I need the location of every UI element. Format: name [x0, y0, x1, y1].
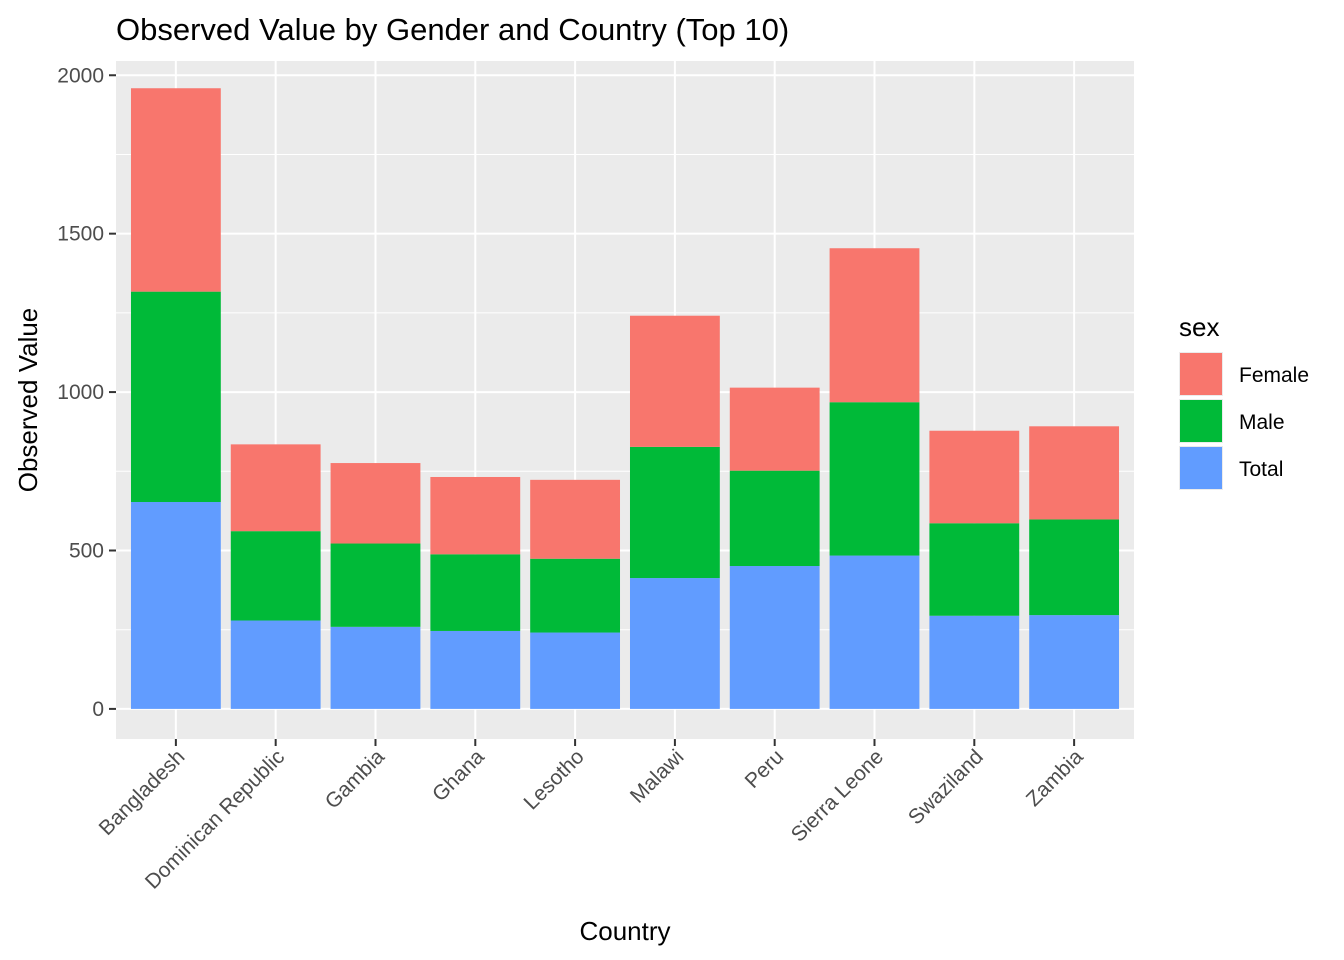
bar-female [330, 463, 421, 544]
x-tick-label: Malawi [626, 745, 688, 807]
bar-total [829, 555, 920, 709]
legend-items: Female Male Total [1179, 352, 1309, 490]
bar-total [629, 578, 720, 709]
bar-female [130, 88, 221, 292]
x-tick-label: Peru [741, 745, 789, 793]
x-axis-title: Country [579, 916, 670, 946]
legend-swatch-total [1180, 447, 1222, 489]
bar-female [430, 476, 521, 555]
bar-total [1029, 615, 1120, 709]
bar-male [430, 554, 521, 631]
bar-female [929, 430, 1020, 524]
bar-total [530, 632, 621, 709]
chart-title: Observed Value by Gender and Country (To… [116, 12, 789, 47]
y-tick-label: 500 [69, 539, 104, 562]
bar-male [1029, 519, 1120, 616]
bar-total [230, 620, 321, 709]
bar-total [130, 502, 221, 709]
bar-female [1029, 426, 1120, 520]
bar-male [330, 543, 421, 627]
bar-female [530, 479, 621, 559]
x-tick-label: Sierra Leone [787, 745, 888, 846]
legend-label-total: Total [1239, 458, 1283, 481]
x-tick-label: Lesotho [520, 745, 589, 814]
legend-label-female: Female [1239, 364, 1309, 387]
y-axis-title: Observed Value [13, 308, 43, 493]
y-tick-label: 1500 [57, 223, 104, 246]
bar-total [330, 626, 421, 709]
legend: sex Female Male Total [1179, 312, 1309, 490]
x-tick-label: Gambia [321, 745, 389, 813]
legend-swatch-male [1180, 400, 1222, 442]
bar-male [130, 291, 221, 503]
bar-male [729, 470, 820, 567]
bar-total [729, 566, 820, 709]
x-tick-label: Ghana [428, 745, 489, 806]
y-axis: 0 500 1000 1500 2000 [57, 64, 116, 721]
bar-total [929, 615, 1020, 709]
bar-female [729, 387, 820, 471]
x-tick-label: Zambia [1022, 745, 1088, 811]
bar-female [829, 248, 920, 403]
bar-male [929, 523, 1020, 616]
legend-label-male: Male [1239, 411, 1285, 434]
bar-male [530, 558, 621, 633]
legend-title: sex [1179, 312, 1219, 342]
y-tick-label: 2000 [57, 64, 104, 87]
bar-female [629, 315, 720, 447]
y-tick-label: 1000 [57, 381, 104, 404]
bar-male [829, 402, 920, 556]
bar-male [629, 446, 720, 579]
x-tick-label: Bangladesh [95, 745, 190, 840]
bar-female [230, 444, 321, 532]
bar-total [430, 630, 521, 709]
legend-swatch-female [1180, 353, 1222, 395]
bar-male [230, 531, 321, 621]
bars [130, 88, 1120, 709]
x-tick-label: Swaziland [904, 745, 988, 829]
y-tick-label: 0 [92, 698, 104, 721]
